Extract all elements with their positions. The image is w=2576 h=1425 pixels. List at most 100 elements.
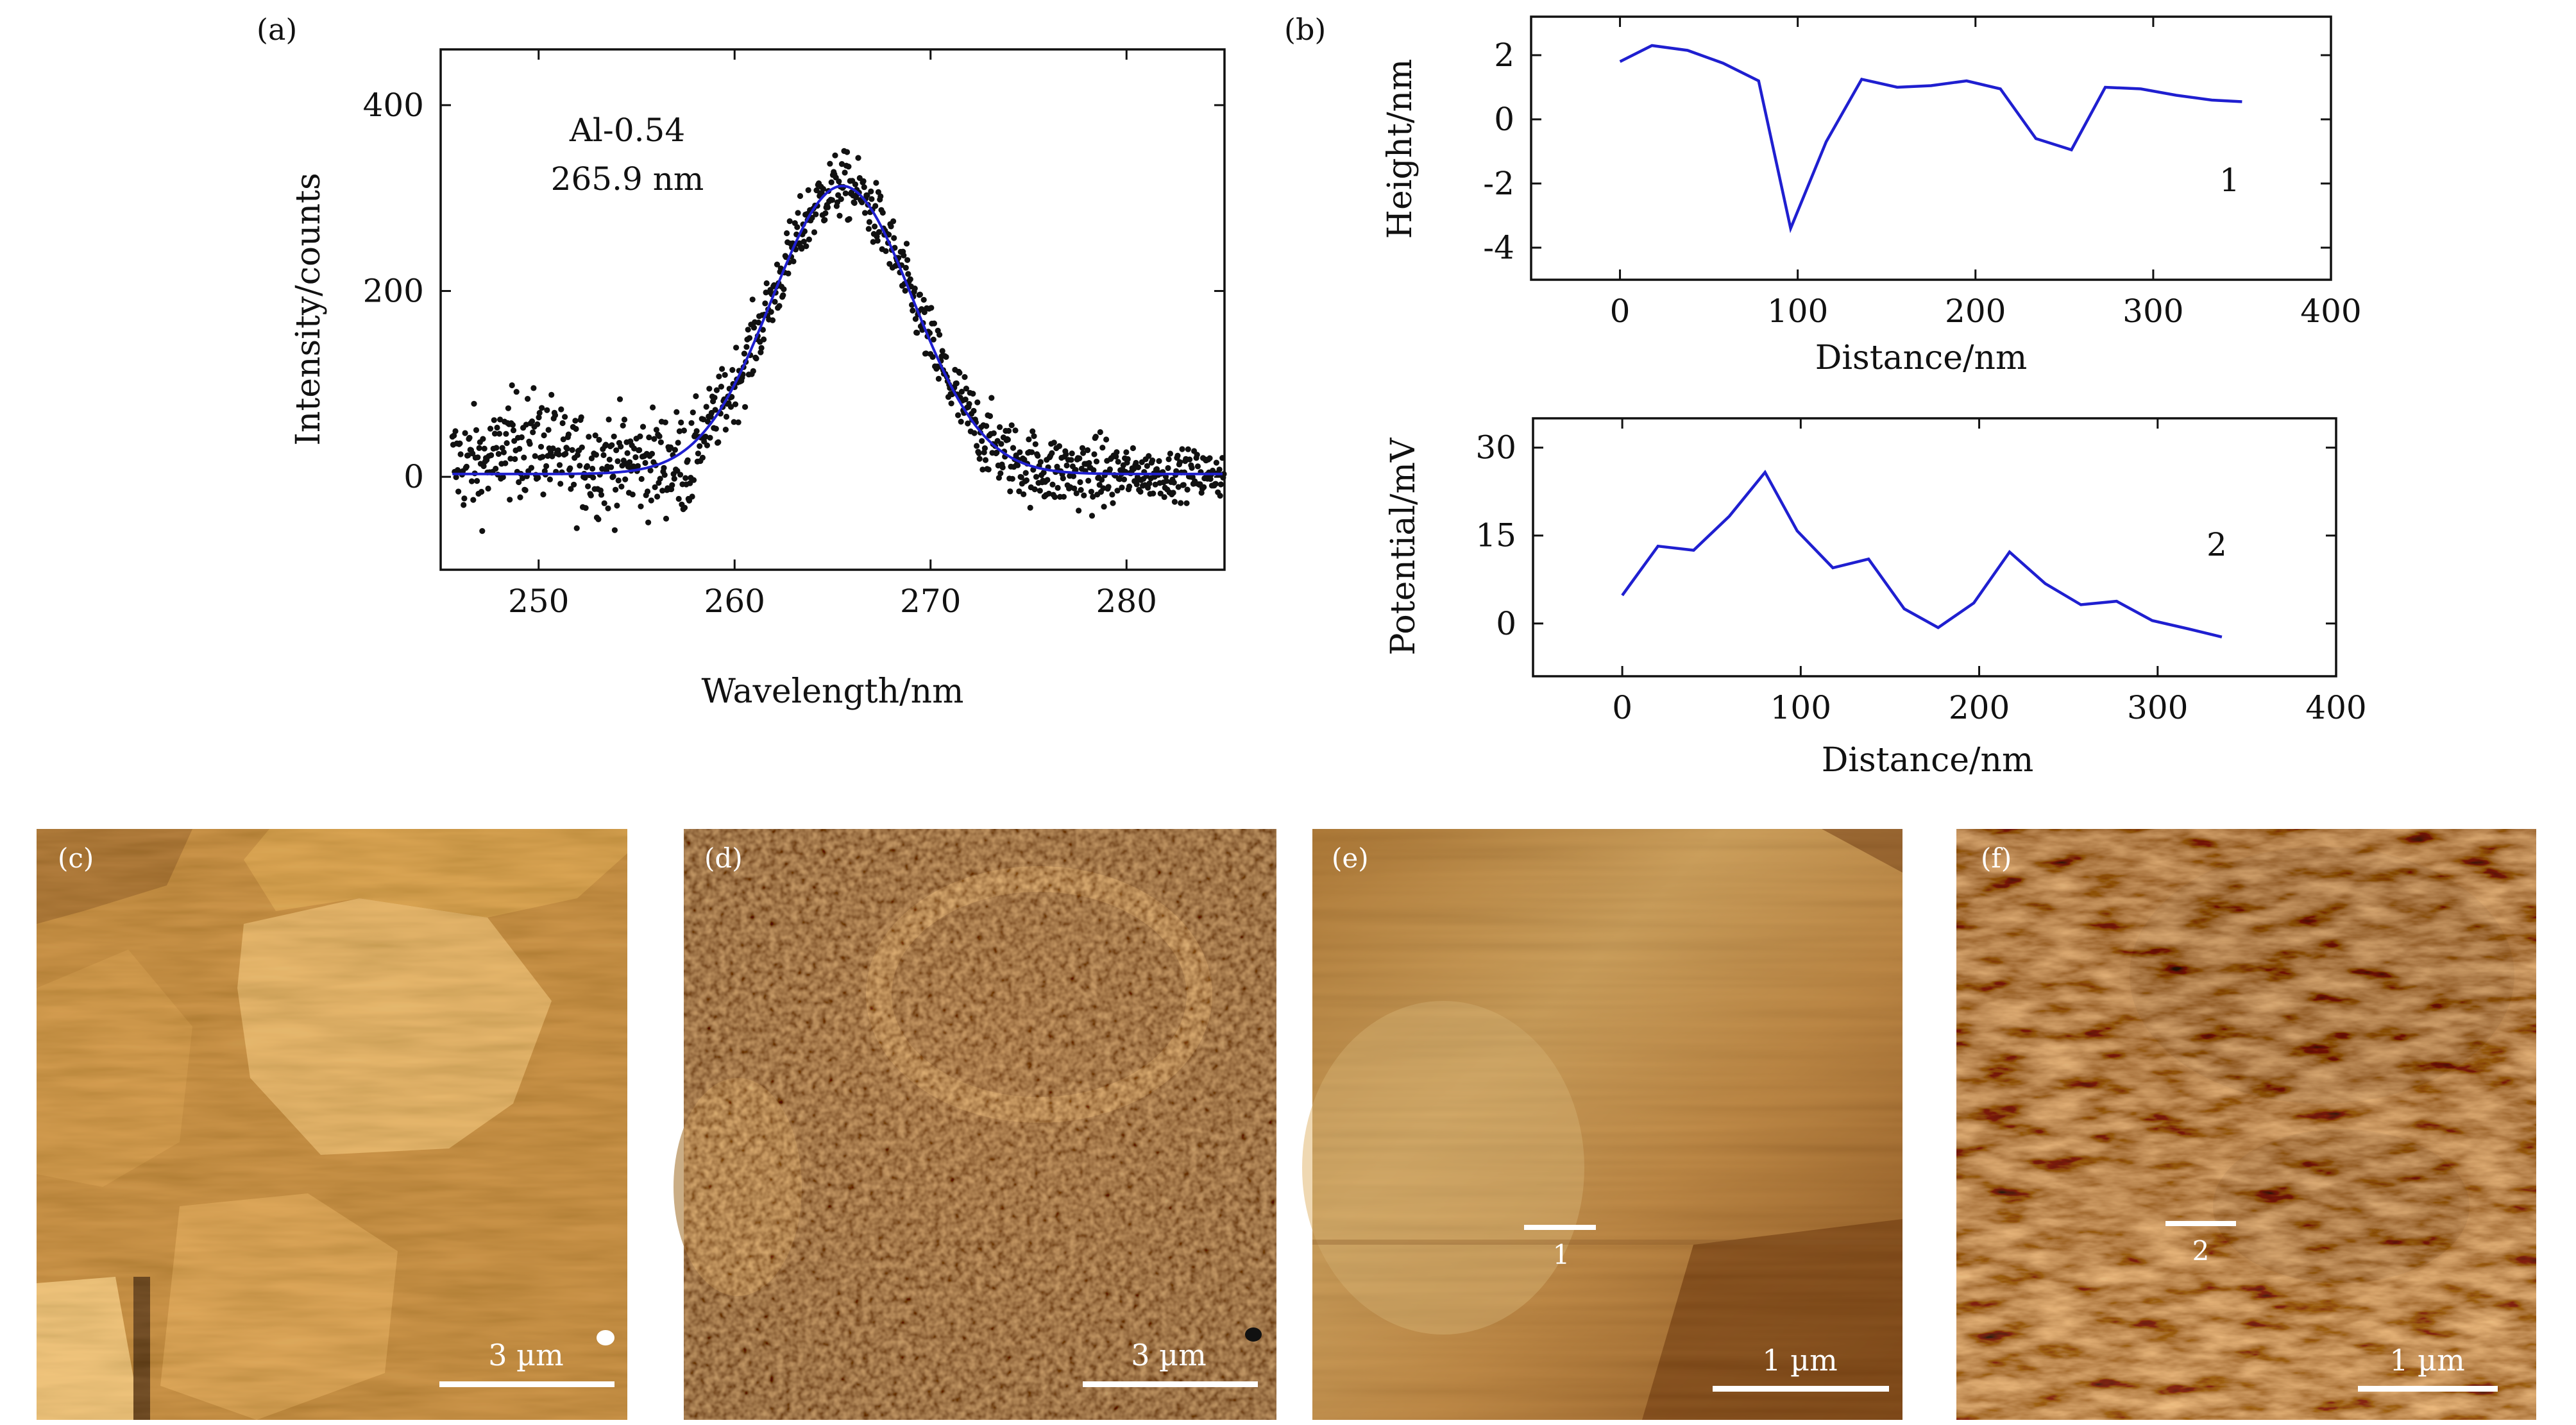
data-point — [1051, 439, 1057, 446]
data-point — [1113, 454, 1119, 460]
data-point — [907, 276, 913, 282]
data-point — [864, 192, 870, 198]
data-point — [1171, 499, 1178, 505]
data-point — [540, 491, 547, 498]
data-point — [797, 192, 804, 200]
data-point — [588, 455, 595, 462]
data-point — [541, 432, 547, 439]
data-point — [495, 450, 502, 457]
annotation-sample: Al-0.54 — [569, 112, 685, 149]
data-point — [648, 497, 654, 504]
data-point — [1078, 487, 1084, 493]
data-point — [640, 423, 647, 430]
data-point — [923, 350, 929, 357]
data-point — [974, 399, 981, 405]
data-point — [485, 485, 491, 492]
data-point — [544, 407, 550, 413]
data-point — [929, 354, 936, 361]
data-point — [597, 487, 604, 494]
data-point — [870, 239, 876, 245]
data-point — [675, 439, 681, 446]
data-point — [755, 320, 762, 326]
data-point — [985, 466, 992, 473]
data-point — [1005, 427, 1012, 434]
data-point — [1210, 467, 1216, 474]
data-point — [824, 204, 831, 210]
data-point — [517, 494, 523, 500]
data-point — [1213, 459, 1219, 466]
data-point — [1099, 477, 1105, 483]
data-point — [1014, 462, 1021, 468]
data-point — [1133, 481, 1140, 488]
data-point — [697, 443, 703, 449]
data-point — [507, 456, 514, 462]
data-point — [543, 463, 550, 470]
data-point — [667, 444, 674, 450]
data-point — [504, 440, 510, 447]
data-point — [653, 427, 659, 433]
data-point — [781, 286, 787, 293]
afm-f-texture — [1956, 829, 2536, 1420]
data-point — [690, 409, 696, 416]
data-point — [1033, 474, 1040, 480]
data-point — [891, 235, 897, 241]
data-point — [620, 422, 626, 429]
data-point — [564, 445, 570, 452]
data-point — [1217, 481, 1224, 488]
data-point — [1049, 450, 1055, 456]
data-point — [638, 475, 645, 482]
data-point — [513, 389, 520, 395]
data-point — [988, 395, 995, 401]
data-point — [1035, 452, 1041, 459]
data-point — [904, 257, 911, 263]
data-point — [813, 211, 819, 218]
data-point — [453, 474, 459, 481]
data-point — [671, 475, 677, 482]
data-point — [547, 476, 554, 482]
panel-label-a: (a) — [257, 12, 297, 47]
data-point — [910, 307, 916, 314]
data-point — [487, 425, 494, 432]
data-point — [565, 431, 572, 438]
data-point — [1176, 459, 1183, 465]
data-point — [1103, 436, 1110, 443]
data-point — [939, 348, 945, 354]
x-tick-label: 250 — [508, 583, 569, 620]
data-point — [661, 472, 668, 478]
data-point — [1089, 513, 1096, 519]
data-point — [999, 464, 1006, 471]
data-point — [1194, 452, 1200, 458]
data-point — [835, 192, 842, 198]
data-point — [608, 464, 614, 470]
data-point — [669, 482, 675, 488]
data-point — [676, 428, 682, 434]
data-point — [521, 454, 527, 461]
data-point — [979, 466, 986, 473]
scale-label-f: 1 µm — [2389, 1343, 2464, 1378]
data-point — [872, 223, 878, 230]
data-point — [592, 432, 598, 439]
data-point — [465, 452, 471, 459]
data-point — [845, 164, 852, 170]
data-point — [836, 178, 842, 185]
data-point — [990, 430, 997, 436]
data-point — [713, 425, 719, 432]
data-point — [532, 453, 538, 459]
x-tick-label: 280 — [1096, 583, 1157, 620]
data-point — [733, 345, 740, 351]
data-point — [1008, 422, 1015, 429]
data-point — [1165, 456, 1172, 463]
data-point — [749, 296, 756, 303]
scale-bar-e — [1713, 1386, 1889, 1392]
data-point — [1032, 441, 1038, 447]
x-axis-label-b2: Distance/nm — [1822, 741, 2034, 780]
data-point — [722, 371, 728, 379]
data-point — [719, 366, 725, 372]
profile-line-series-1 — [1619, 44, 2242, 234]
x-tick-label: 400 — [2305, 689, 2366, 726]
data-point — [516, 445, 523, 452]
plot-area-b2 — [1621, 470, 2223, 638]
data-point — [631, 445, 638, 452]
data-point — [860, 178, 867, 184]
data-point — [1144, 463, 1150, 469]
